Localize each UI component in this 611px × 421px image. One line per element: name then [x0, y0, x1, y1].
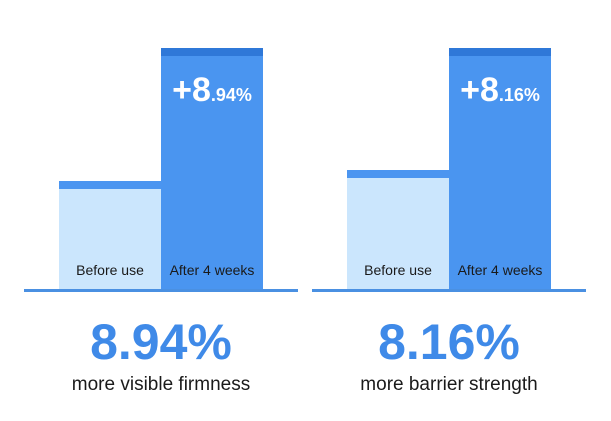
baseline [24, 289, 298, 292]
bar-label-after: After 4 weeks [457, 262, 543, 278]
chart-barrier: Before use +8.16% After 4 weeks 8.16% mo… [312, 0, 602, 421]
bar-label-after: After 4 weeks [169, 262, 255, 278]
headline-value: 8.94% [90, 314, 232, 370]
caption: more visible firmness [71, 374, 251, 395]
bar-label-before: Before use [76, 262, 144, 278]
caption: more barrier strength [360, 374, 538, 395]
bar-before-use: Before use [59, 181, 161, 290]
bar-after-4-weeks: +8.16% After 4 weeks [449, 48, 551, 290]
chart-firmness: Before use +8.94% After 4 weeks 8.94% mo… [24, 0, 314, 421]
baseline [312, 289, 586, 292]
delta-label: +8.94% [172, 71, 252, 109]
bar-before-use: Before use [347, 170, 449, 290]
bar-label-before: Before use [364, 262, 432, 278]
delta-label: +8.16% [460, 71, 540, 109]
headline-value: 8.16% [378, 314, 520, 370]
bar-after-4-weeks: +8.94% After 4 weeks [161, 48, 263, 290]
